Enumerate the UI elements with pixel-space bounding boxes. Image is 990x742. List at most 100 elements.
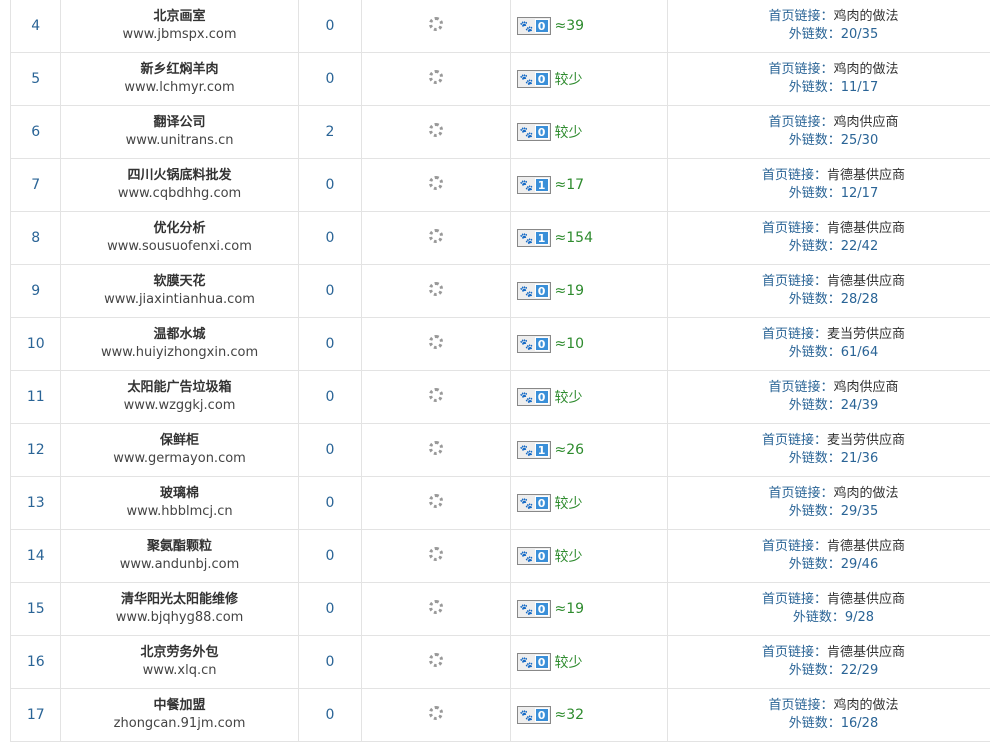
table-row: 9 软膜天花 www.jiaxintianhua.com 0 🐾0≈19 首页链… [11, 265, 990, 318]
baidu-paw-icon[interactable]: 🐾0 [517, 547, 551, 565]
home-link-keyword[interactable]: 鸡肉供应商 [833, 115, 898, 130]
site-name[interactable]: 聚氨酯颗粒 [61, 538, 297, 556]
baidu-paw-icon[interactable]: 🐾1 [517, 441, 551, 459]
site-name[interactable]: 北京劳务外包 [61, 644, 297, 662]
baidu-rank-cell: 🐾0≈39 [510, 0, 667, 53]
rank-cell: 9 [11, 265, 61, 318]
spinner-icon [429, 547, 443, 561]
outlinks-value: 12/17 [841, 186, 878, 201]
site-url[interactable]: www.huiyizhongxin.com [61, 344, 297, 362]
links-cell: 首页链接：麦当劳供应商 外链数：21/36 [667, 424, 990, 477]
links-cell: 首页链接：鸡肉的做法 外链数：16/28 [667, 689, 990, 742]
traffic-estimate: ≈39 [555, 18, 585, 34]
baidu-paw-icon[interactable]: 🐾0 [517, 494, 551, 512]
site-url[interactable]: www.germayon.com [61, 450, 297, 468]
site-url[interactable]: www.bjqhyg88.com [61, 609, 297, 627]
home-link-keyword[interactable]: 鸡肉的做法 [833, 486, 898, 501]
site-url[interactable]: www.cqbdhhg.com [61, 185, 297, 203]
baidu-weight: 0 [535, 496, 549, 510]
count-cell: 0 [298, 530, 362, 583]
rank-cell: 8 [11, 212, 61, 265]
count-cell: 0 [298, 636, 362, 689]
baidu-paw-icon[interactable]: 🐾0 [517, 70, 551, 88]
site-url[interactable]: www.jbmspx.com [61, 26, 297, 44]
site-url[interactable]: www.lchmyr.com [61, 79, 297, 97]
baidu-paw-icon[interactable]: 🐾0 [517, 388, 551, 406]
traffic-estimate: 较少 [555, 496, 583, 512]
rank-cell: 6 [11, 106, 61, 159]
outlinks-value: 24/39 [841, 398, 878, 413]
site-name[interactable]: 四川火锅底料批发 [61, 167, 297, 185]
outlinks-value: 29/46 [841, 557, 878, 572]
baidu-paw-icon[interactable]: 🐾1 [517, 229, 551, 247]
baidu-paw-icon[interactable]: 🐾1 [517, 176, 551, 194]
site-name[interactable]: 北京画室 [61, 8, 297, 26]
site-cell: 保鲜柜 www.germayon.com [61, 424, 298, 477]
outlinks-label: 外链数： [789, 398, 841, 413]
home-link-keyword[interactable]: 肯德基供应商 [827, 168, 905, 183]
traffic-estimate: 较少 [555, 655, 583, 671]
traffic-estimate: 较少 [555, 125, 583, 141]
outlinks-label: 外链数： [789, 80, 841, 95]
site-url[interactable]: www.sousuofenxi.com [61, 238, 297, 256]
baidu-paw-icon[interactable]: 🐾0 [517, 123, 551, 141]
baidu-rank-cell: 🐾1≈154 [510, 212, 667, 265]
count-cell: 0 [298, 318, 362, 371]
baidu-paw-icon[interactable]: 🐾0 [517, 335, 551, 353]
links-cell: 首页链接：肯德基供应商 外链数：22/29 [667, 636, 990, 689]
home-link-keyword[interactable]: 鸡肉的做法 [833, 62, 898, 77]
outlinks-value: 25/30 [841, 133, 878, 148]
loading-cell [362, 53, 510, 106]
site-name[interactable]: 玻璃棉 [61, 485, 297, 503]
baidu-paw-icon[interactable]: 🐾0 [517, 706, 551, 724]
site-name[interactable]: 清华阳光太阳能维修 [61, 591, 297, 609]
traffic-estimate: 较少 [555, 72, 583, 88]
outlinks-label: 外链数： [789, 345, 841, 360]
baidu-paw-icon[interactable]: 🐾0 [517, 282, 551, 300]
outlinks-value: 20/35 [841, 27, 878, 42]
home-link-keyword[interactable]: 鸡肉的做法 [833, 9, 898, 24]
site-url[interactable]: www.unitrans.cn [61, 132, 297, 150]
site-name[interactable]: 翻译公司 [61, 114, 297, 132]
home-link-keyword[interactable]: 肯德基供应商 [827, 274, 905, 289]
links-cell: 首页链接：麦当劳供应商 外链数：61/64 [667, 318, 990, 371]
home-link-keyword[interactable]: 肯德基供应商 [827, 221, 905, 236]
home-link-label: 首页链接： [768, 380, 833, 395]
baidu-rank-cell: 🐾0≈19 [510, 265, 667, 318]
site-name[interactable]: 中餐加盟 [61, 697, 297, 715]
home-link-keyword[interactable]: 肯德基供应商 [827, 539, 905, 554]
site-url[interactable]: www.xlq.cn [61, 662, 297, 680]
loading-cell [362, 530, 510, 583]
home-link-keyword[interactable]: 麦当劳供应商 [827, 433, 905, 448]
count-cell: 0 [298, 689, 362, 742]
baidu-paw-icon[interactable]: 🐾0 [517, 600, 551, 618]
site-url[interactable]: www.wzggkj.com [61, 397, 297, 415]
site-name[interactable]: 优化分析 [61, 220, 297, 238]
site-name[interactable]: 新乡红焖羊肉 [61, 61, 297, 79]
home-link-keyword[interactable]: 肯德基供应商 [827, 592, 905, 607]
site-url[interactable]: zhongcan.91jm.com [61, 715, 297, 733]
home-link-keyword[interactable]: 鸡肉供应商 [833, 380, 898, 395]
site-name[interactable]: 保鲜柜 [61, 432, 297, 450]
site-url[interactable]: www.andunbj.com [61, 556, 297, 574]
baidu-paw-icon[interactable]: 🐾0 [517, 653, 551, 671]
site-name[interactable]: 软膜天花 [61, 273, 297, 291]
home-link-keyword[interactable]: 麦当劳供应商 [827, 327, 905, 342]
home-link-keyword[interactable]: 肯德基供应商 [827, 645, 905, 660]
outlinks-label: 外链数： [793, 610, 845, 625]
site-url[interactable]: www.jiaxintianhua.com [61, 291, 297, 309]
home-link-keyword[interactable]: 鸡肉的做法 [833, 698, 898, 713]
site-name[interactable]: 温都水城 [61, 326, 297, 344]
rank-cell: 11 [11, 371, 61, 424]
site-url[interactable]: www.hbblmcj.cn [61, 503, 297, 521]
outlinks-label: 外链数： [789, 186, 841, 201]
outlinks-value: 61/64 [841, 345, 878, 360]
site-cell: 软膜天花 www.jiaxintianhua.com [61, 265, 298, 318]
outlinks-label: 外链数： [789, 504, 841, 519]
loading-cell [362, 106, 510, 159]
count-cell: 0 [298, 53, 362, 106]
site-name[interactable]: 太阳能广告垃圾箱 [61, 379, 297, 397]
baidu-paw-icon[interactable]: 🐾0 [517, 17, 551, 35]
